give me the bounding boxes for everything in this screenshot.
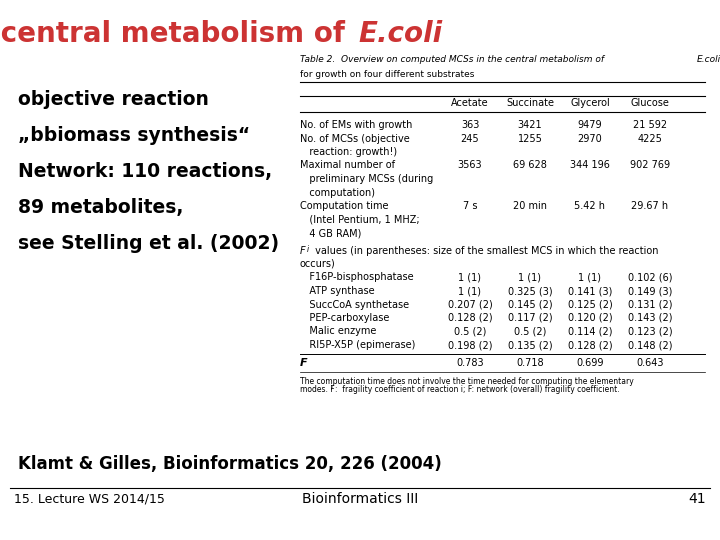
Text: 0.325 (3): 0.325 (3) [508, 286, 552, 296]
Text: Maximal number of: Maximal number of [300, 160, 395, 171]
Text: 20 min: 20 min [513, 201, 547, 211]
Text: PEP-carboxylase: PEP-carboxylase [300, 313, 390, 323]
Text: 3563: 3563 [458, 160, 482, 171]
Text: 21 592: 21 592 [633, 120, 667, 130]
Text: values (in parentheses: size of the smallest MCS in which the reaction: values (in parentheses: size of the smal… [312, 246, 659, 255]
Text: 245: 245 [461, 133, 480, 144]
Text: 0.198 (2): 0.198 (2) [448, 340, 492, 350]
Text: E.coli: E.coli [697, 55, 720, 64]
Text: 29.67 h: 29.67 h [631, 201, 669, 211]
Text: 7 s: 7 s [463, 201, 477, 211]
Text: Example: MCSs in the central metabolism of: Example: MCSs in the central metabolism … [0, 20, 355, 48]
Text: Network: 110 reactions,: Network: 110 reactions, [18, 162, 272, 181]
Text: RI5P-X5P (epimerase): RI5P-X5P (epimerase) [300, 340, 415, 350]
Text: F: F [300, 359, 307, 368]
Text: 363: 363 [461, 120, 480, 130]
Text: 0.128 (2): 0.128 (2) [448, 313, 492, 323]
Text: for growth on four different substrates: for growth on four different substrates [300, 70, 474, 79]
Text: 9479: 9479 [577, 120, 603, 130]
Text: 0.125 (2): 0.125 (2) [567, 300, 613, 309]
Text: 344 196: 344 196 [570, 160, 610, 171]
Text: modes. F: modes. F [300, 386, 335, 395]
Text: 89 metabolites,: 89 metabolites, [18, 198, 184, 217]
Text: see Stelling et al. (2002): see Stelling et al. (2002) [18, 234, 279, 253]
Text: i: i [331, 386, 333, 390]
Text: preliminary MCSs (during: preliminary MCSs (during [300, 174, 433, 184]
Text: 41: 41 [688, 492, 706, 506]
Text: i: i [307, 246, 309, 254]
Text: 0.141 (3): 0.141 (3) [568, 286, 612, 296]
Text: computation): computation) [300, 187, 375, 198]
Text: 0.5 (2): 0.5 (2) [454, 327, 486, 336]
Text: objective reaction: objective reaction [18, 90, 209, 109]
Text: Glycerol: Glycerol [570, 98, 610, 108]
Text: 0.131 (2): 0.131 (2) [628, 300, 672, 309]
Text: Table 2.  Overview on computed MCSs in the central metabolism of: Table 2. Overview on computed MCSs in th… [300, 55, 607, 64]
Text: 1 (1): 1 (1) [578, 273, 601, 282]
Text: ATP synthase: ATP synthase [300, 286, 374, 296]
Text: 1 (1): 1 (1) [459, 286, 482, 296]
Text: Acetate: Acetate [451, 98, 489, 108]
Text: 0.718: 0.718 [516, 359, 544, 368]
Text: 0.643: 0.643 [636, 359, 664, 368]
Text: 15. Lecture WS 2014/15: 15. Lecture WS 2014/15 [14, 492, 165, 505]
Text: No. of EMs with growth: No. of EMs with growth [300, 120, 413, 130]
Text: 0.117 (2): 0.117 (2) [508, 313, 552, 323]
Text: 1255: 1255 [518, 133, 542, 144]
Text: occurs): occurs) [300, 259, 336, 269]
Text: F: F [300, 246, 305, 255]
Text: 5.42 h: 5.42 h [575, 201, 606, 211]
Text: 0.123 (2): 0.123 (2) [628, 327, 672, 336]
Text: 0.207 (2): 0.207 (2) [448, 300, 492, 309]
Text: SuccCoA synthetase: SuccCoA synthetase [300, 300, 409, 309]
Text: :  fragility coefficient of reaction i; F: network (overall) fragility coefficie: : fragility coefficient of reaction i; F… [335, 386, 620, 395]
Text: 902 769: 902 769 [630, 160, 670, 171]
Text: The computation time does not involve the time needed for computing the elementa: The computation time does not involve th… [300, 376, 634, 386]
Text: Klamt & Gilles, Bioinformatics 20, 226 (2004): Klamt & Gilles, Bioinformatics 20, 226 (… [18, 455, 442, 473]
Text: 69 628: 69 628 [513, 160, 547, 171]
Text: reaction: growth!): reaction: growth!) [300, 147, 397, 157]
Text: 0.120 (2): 0.120 (2) [567, 313, 612, 323]
Text: 0.699: 0.699 [576, 359, 604, 368]
Text: 3421: 3421 [518, 120, 542, 130]
Text: 0.143 (2): 0.143 (2) [628, 313, 672, 323]
Text: No. of MCSs (objective: No. of MCSs (objective [300, 133, 410, 144]
Text: 0.783: 0.783 [456, 359, 484, 368]
Text: Bioinformatics III: Bioinformatics III [302, 492, 418, 506]
Text: E.coli: E.coli [358, 20, 442, 48]
Text: 2970: 2970 [577, 133, 603, 144]
Text: 0.149 (3): 0.149 (3) [628, 286, 672, 296]
Text: 0.5 (2): 0.5 (2) [514, 327, 546, 336]
Text: Glucose: Glucose [631, 98, 670, 108]
Text: 0.135 (2): 0.135 (2) [508, 340, 552, 350]
Text: Malic enzyme: Malic enzyme [300, 327, 377, 336]
Text: (Intel Pentium, 1 MHZ;: (Intel Pentium, 1 MHZ; [300, 214, 420, 225]
Text: 0.102 (6): 0.102 (6) [628, 273, 672, 282]
Text: 1 (1): 1 (1) [518, 273, 541, 282]
Text: 0.145 (2): 0.145 (2) [508, 300, 552, 309]
Text: Succinate: Succinate [506, 98, 554, 108]
Text: 0.114 (2): 0.114 (2) [568, 327, 612, 336]
Text: 1 (1): 1 (1) [459, 273, 482, 282]
Text: „bbiomass synthesis“: „bbiomass synthesis“ [18, 126, 250, 145]
Text: 0.148 (2): 0.148 (2) [628, 340, 672, 350]
Text: F16P-bisphosphatase: F16P-bisphosphatase [300, 273, 413, 282]
Text: Computation time: Computation time [300, 201, 389, 211]
Text: 4 GB RAM): 4 GB RAM) [300, 228, 361, 238]
Text: 4225: 4225 [638, 133, 662, 144]
Text: 0.128 (2): 0.128 (2) [567, 340, 612, 350]
